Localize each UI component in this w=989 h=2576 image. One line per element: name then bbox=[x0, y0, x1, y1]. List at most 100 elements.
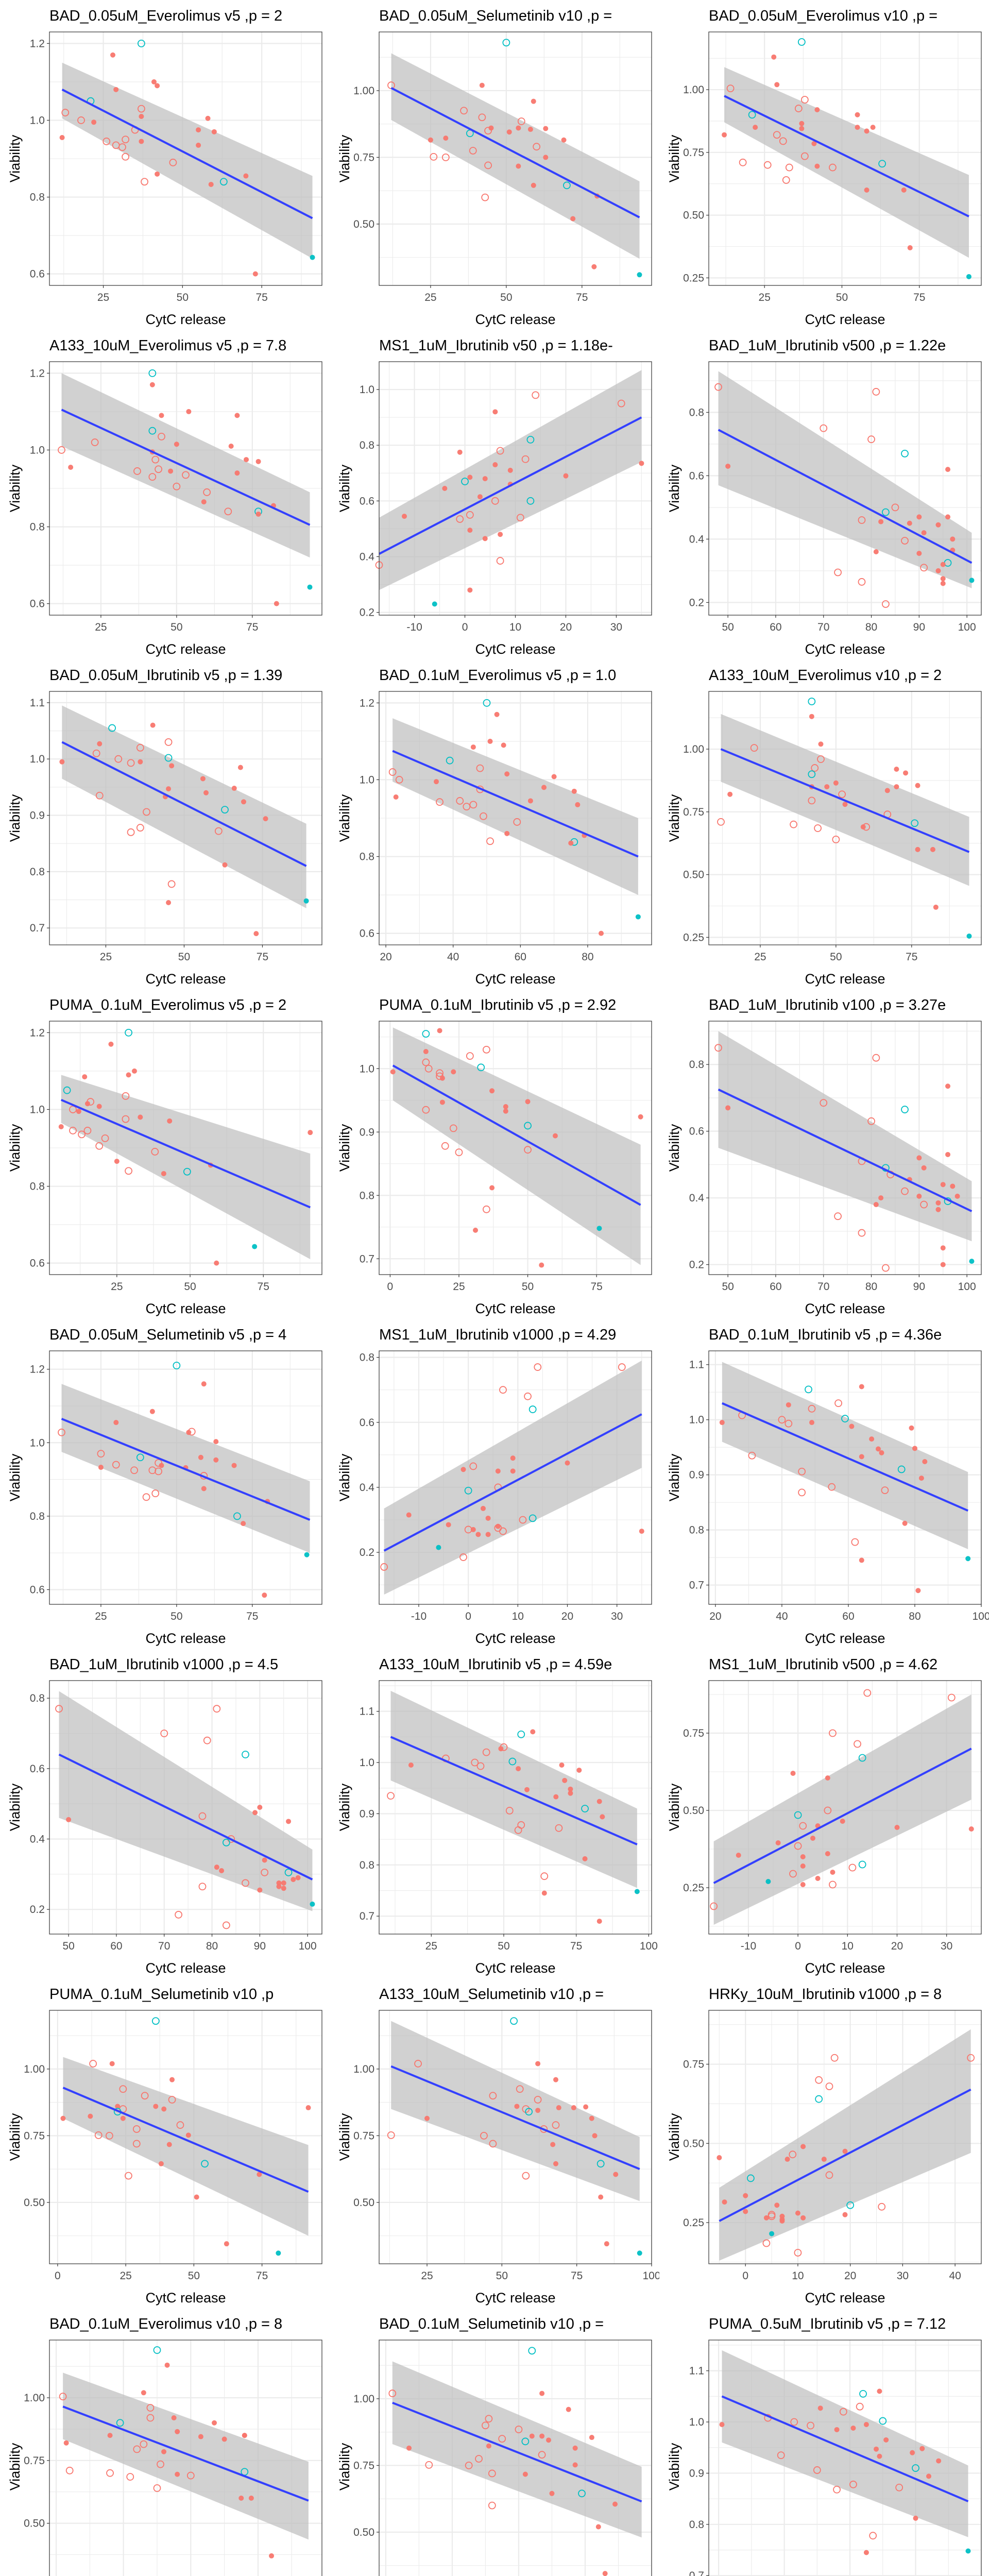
confidence-band bbox=[718, 1031, 972, 1242]
data-point bbox=[824, 784, 830, 790]
y-tick-label: 1.00 bbox=[353, 2393, 374, 2405]
data-point bbox=[795, 2210, 800, 2216]
data-point bbox=[534, 2096, 542, 2104]
x-tick-label: 100 bbox=[642, 2270, 659, 2282]
scatter-plot: 25 50 75 0.50 0.75 1.00 CytC release Viability B… bbox=[337, 8, 652, 327]
y-axis-label: Viability bbox=[337, 1783, 352, 1831]
x-tick-label: 60 bbox=[110, 1940, 122, 1952]
data-point bbox=[895, 2483, 903, 2492]
scatter-panel: 25 50 75 0.50 0.75 1.00 CytC release Viability B… bbox=[330, 0, 659, 330]
data-point bbox=[274, 601, 279, 606]
panel-title: BAD_0.05uM_Everolimus v10 ,p = bbox=[709, 8, 937, 24]
y-tick-label: 1.0 bbox=[30, 114, 45, 126]
y-axis-label: Viability bbox=[7, 464, 23, 512]
data-point bbox=[466, 1052, 474, 1060]
data-point bbox=[108, 1041, 114, 1047]
data-point bbox=[743, 2209, 748, 2214]
data-point bbox=[126, 1072, 131, 1078]
scatter-panel: 50 60 70 80 90 100 0.2 0.4 0.6 0.8 CytC release Via… bbox=[659, 330, 989, 659]
data-point bbox=[281, 1880, 286, 1886]
data-point bbox=[940, 562, 946, 567]
data-point bbox=[91, 438, 99, 446]
data-point bbox=[248, 2495, 254, 2501]
y-tick-label: 0.25 bbox=[683, 272, 704, 284]
data-point bbox=[276, 1880, 282, 1886]
x-axis-label: CytC release bbox=[805, 2290, 885, 2306]
data-point bbox=[529, 2433, 535, 2439]
data-point bbox=[915, 846, 920, 852]
data-point bbox=[441, 1142, 449, 1150]
data-point bbox=[858, 1754, 866, 1762]
data-point bbox=[551, 774, 557, 779]
data-point bbox=[817, 755, 825, 763]
scatter-plot: 20 40 60 80 0.6 0.8 1.0 1.2 CytC release Viabilit… bbox=[337, 667, 652, 987]
data-point bbox=[168, 2096, 176, 2104]
data-point bbox=[800, 1854, 806, 1859]
data-point bbox=[725, 1105, 731, 1111]
data-point bbox=[491, 497, 499, 505]
data-point bbox=[395, 776, 403, 784]
x-tick-label: 100 bbox=[299, 1940, 317, 1952]
data-point bbox=[176, 2121, 184, 2129]
data-point bbox=[432, 601, 437, 607]
data-point bbox=[568, 840, 574, 846]
x-tick-label: 25 bbox=[120, 2270, 131, 2282]
panel-title: BAD_1uM_Ibrutinib v500 ,p = 1.22e bbox=[709, 337, 946, 354]
panel-title: BAD_0.05uM_Ibrutinib v5 ,p = 1.39 bbox=[49, 667, 282, 684]
data-point bbox=[498, 532, 503, 537]
data-point bbox=[968, 1826, 974, 1832]
data-point bbox=[945, 467, 951, 472]
x-tick-label: 25 bbox=[754, 951, 766, 963]
data-point bbox=[504, 831, 510, 836]
confidence-band bbox=[384, 1360, 642, 1595]
data-point bbox=[114, 1159, 120, 1164]
data-point bbox=[478, 113, 486, 122]
regression-line bbox=[61, 409, 311, 526]
x-tick-label: 75 bbox=[576, 292, 588, 303]
x-tick-label: 90 bbox=[254, 1940, 266, 1952]
y-tick-label: 0.75 bbox=[683, 1727, 704, 1739]
data-point bbox=[858, 1860, 866, 1869]
regression-line bbox=[392, 2401, 642, 2503]
data-point bbox=[864, 187, 869, 193]
data-point bbox=[201, 2160, 209, 2168]
y-axis-label: Viability bbox=[337, 2113, 352, 2161]
x-tick-label: 10 bbox=[509, 621, 521, 633]
data-point bbox=[600, 1814, 605, 1820]
data-point bbox=[469, 1462, 478, 1470]
data-point bbox=[762, 2239, 771, 2247]
x-tick-label: 20 bbox=[891, 1940, 903, 1952]
data-point bbox=[132, 2140, 141, 2148]
data-point bbox=[201, 499, 207, 505]
panel-title: BAD_0.1uM_Everolimus v5 ,p = 1.0 bbox=[379, 667, 616, 684]
data-point bbox=[467, 587, 473, 593]
data-point bbox=[862, 823, 871, 831]
y-tick-label: 0.8 bbox=[360, 1859, 374, 1871]
data-point bbox=[825, 1775, 830, 1781]
data-point bbox=[578, 2489, 586, 2498]
data-point bbox=[506, 129, 512, 135]
x-tick-label: 40 bbox=[949, 2270, 961, 2282]
data-point bbox=[849, 2480, 857, 2488]
y-tick-label: 0.8 bbox=[30, 521, 45, 533]
data-point bbox=[492, 462, 498, 468]
x-tick-label: -10 bbox=[406, 621, 422, 633]
y-tick-label: 0.50 bbox=[683, 869, 704, 881]
data-point bbox=[830, 1870, 835, 1875]
data-point bbox=[797, 38, 806, 46]
y-tick-label: 1.1 bbox=[360, 1706, 374, 1718]
data-point bbox=[138, 759, 143, 765]
x-tick-label: 80 bbox=[865, 1281, 877, 1293]
x-tick-label: 50 bbox=[178, 951, 190, 963]
data-point bbox=[799, 121, 805, 126]
y-tick-label: 0.9 bbox=[360, 1808, 374, 1820]
regression-line bbox=[713, 1748, 972, 1884]
data-point bbox=[436, 1072, 444, 1080]
data-point bbox=[164, 738, 173, 746]
scatter-panel: 25 50 75 0.6 0.8 1.0 1.2 CytC release Viability P… bbox=[0, 989, 330, 1319]
data-point bbox=[930, 846, 935, 852]
data-point bbox=[167, 1118, 173, 1124]
panel-title: MS1_1uM_Ibrutinib v50 ,p = 1.18e- bbox=[379, 337, 613, 354]
data-point bbox=[815, 2076, 823, 2084]
